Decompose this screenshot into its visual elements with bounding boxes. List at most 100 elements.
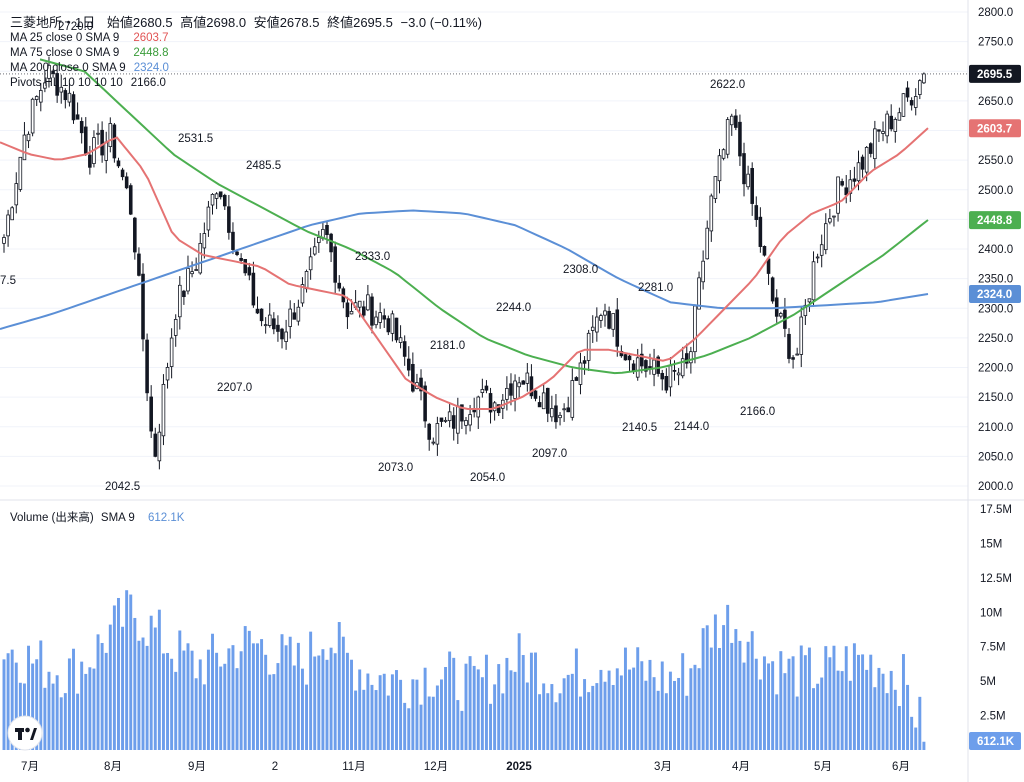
candle-body[interactable] [218, 191, 223, 198]
candle-body[interactable] [235, 251, 239, 256]
candle-body[interactable] [664, 376, 669, 391]
candle-body[interactable] [868, 143, 873, 154]
candle-body[interactable] [394, 317, 399, 341]
candle-body[interactable] [590, 326, 595, 331]
candle-body[interactable] [55, 73, 59, 96]
candle-body[interactable] [693, 305, 697, 353]
candle-body[interactable] [386, 318, 391, 333]
candle-body[interactable] [656, 356, 660, 374]
candle-body[interactable] [439, 417, 444, 422]
candle-body[interactable] [308, 256, 313, 271]
candle-body[interactable] [844, 187, 849, 196]
candle-body[interactable] [836, 176, 840, 214]
candle-body[interactable] [909, 100, 914, 106]
candle-body[interactable] [51, 70, 55, 74]
candle-body[interactable] [623, 354, 628, 361]
candle-body[interactable] [828, 218, 832, 223]
candle-body[interactable] [750, 168, 754, 204]
candle-body[interactable] [186, 268, 190, 292]
candle-body[interactable] [476, 396, 481, 418]
candle-body[interactable] [423, 385, 427, 422]
candle-body[interactable] [30, 98, 35, 134]
candle-body[interactable] [141, 273, 145, 340]
legend-ma75[interactable]: MA 75 close 0 SMA 9 2448.8 [10, 47, 173, 59]
candle-body[interactable] [263, 324, 268, 327]
candle-body[interactable] [427, 423, 431, 440]
candle-body[interactable] [521, 380, 526, 385]
candle-body[interactable] [419, 377, 423, 392]
candle-body[interactable] [157, 431, 162, 462]
candle-body[interactable] [541, 392, 546, 410]
candle-body[interactable] [484, 385, 489, 391]
candle-body[interactable] [729, 115, 734, 126]
candle-body[interactable] [460, 404, 464, 422]
candle-body[interactable] [325, 225, 329, 236]
candle-body[interactable] [860, 156, 865, 170]
candle-body[interactable] [738, 121, 742, 157]
candle-body[interactable] [317, 237, 321, 243]
candle-body[interactable] [267, 314, 272, 326]
candle-body[interactable] [398, 337, 403, 343]
tradingview-logo-icon[interactable] [7, 715, 43, 751]
candle-body[interactable] [746, 173, 750, 188]
candle-body[interactable] [402, 341, 407, 357]
candle-body[interactable] [823, 223, 828, 251]
candle-body[interactable] [660, 372, 665, 380]
candle-body[interactable] [721, 149, 726, 159]
candle-body[interactable] [496, 404, 501, 414]
candle-body[interactable] [852, 178, 857, 182]
candle-body[interactable] [145, 339, 149, 394]
candle-body[interactable] [803, 304, 808, 317]
candle-body[interactable] [684, 353, 689, 364]
candle-body[interactable] [815, 256, 820, 259]
candle-body[interactable] [259, 308, 264, 322]
candle-body[interactable] [517, 382, 521, 388]
candle-body[interactable] [599, 315, 603, 321]
candle-body[interactable] [112, 124, 117, 159]
candle-body[interactable] [799, 316, 804, 355]
candle-body[interactable] [701, 260, 705, 283]
candle-body[interactable] [889, 115, 893, 130]
candle-body[interactable] [787, 333, 791, 359]
candle-body[interactable] [272, 318, 276, 330]
candle-body[interactable] [276, 324, 280, 332]
candle-body[interactable] [676, 372, 681, 376]
candle-body[interactable] [411, 363, 415, 392]
candle-body[interactable] [779, 313, 783, 317]
candle-body[interactable] [173, 319, 178, 336]
candle-body[interactable] [877, 129, 881, 132]
candle-body[interactable] [329, 233, 333, 253]
candle-body[interactable] [905, 87, 910, 98]
legend-ma200[interactable]: MA 200 close 0 SMA 9 2324.0 [10, 62, 173, 74]
candle-body[interactable] [431, 441, 436, 444]
candle-body[interactable] [222, 194, 227, 207]
candle-body[interactable] [635, 357, 640, 378]
candle-body[interactable] [574, 377, 579, 381]
candle-body[interactable] [582, 360, 587, 364]
candle-body[interactable] [615, 309, 620, 347]
candle-body[interactable] [488, 393, 493, 413]
candle-body[interactable] [153, 433, 158, 457]
candle-body[interactable] [128, 185, 133, 215]
candle-body[interactable] [644, 360, 648, 372]
candle-body[interactable] [603, 310, 607, 316]
candle-body[interactable] [770, 277, 775, 302]
candle-body[interactable] [374, 316, 378, 326]
candle-body[interactable] [611, 313, 615, 330]
candle-body[interactable] [165, 367, 170, 381]
candle-body[interactable] [570, 380, 575, 418]
candle-body[interactable] [59, 86, 64, 93]
time-axis[interactable]: 7月 8月 9月 2 11月 12月 2025 3月 4月 5月 6月 [21, 761, 910, 773]
candle-body[interactable] [468, 414, 472, 426]
candle-body[interactable] [63, 90, 68, 101]
candle-body[interactable] [120, 169, 125, 178]
candle-body[interactable] [505, 387, 509, 400]
candle-body[interactable] [178, 284, 182, 318]
candle-body[interactable] [742, 153, 746, 185]
candle-body[interactable] [725, 119, 730, 155]
candle-body[interactable] [133, 217, 137, 253]
candle-body[interactable] [239, 258, 243, 261]
candle-body[interactable] [791, 357, 795, 360]
candle-body[interactable] [913, 96, 918, 108]
